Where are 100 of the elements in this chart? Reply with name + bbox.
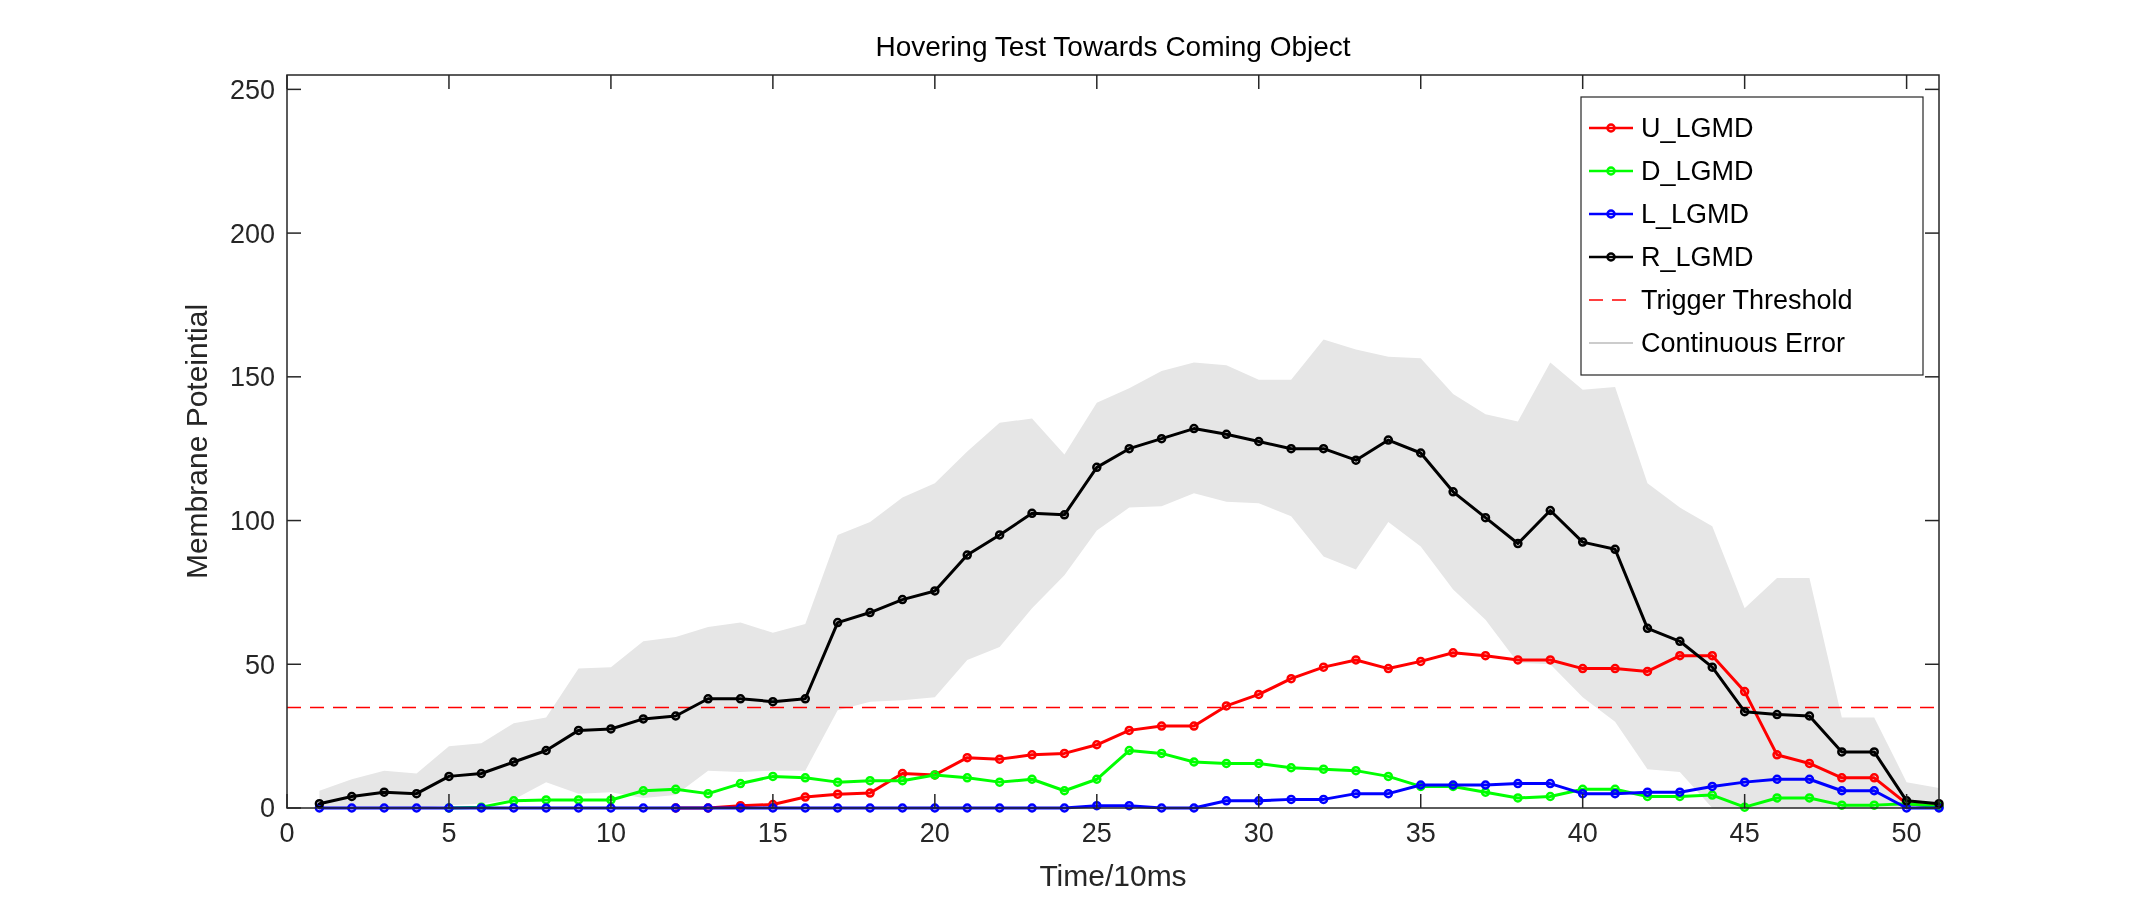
point (1513, 538, 1523, 549)
point (930, 803, 940, 813)
x-tick-label: 0 (279, 818, 295, 848)
chart-title: Hovering Test Towards Coming Object (875, 31, 1351, 62)
point (1739, 686, 1750, 697)
point (1059, 786, 1070, 796)
point (1707, 790, 1717, 800)
point (1739, 777, 1750, 787)
point (1189, 423, 1199, 434)
point (1351, 765, 1361, 776)
x-tick-label: 5 (441, 818, 457, 848)
point (1675, 650, 1685, 661)
point (1448, 487, 1458, 497)
x-tick-label: 10 (595, 818, 626, 848)
point (962, 803, 972, 813)
point (541, 745, 551, 756)
point (1642, 623, 1653, 634)
y-tick-label: 150 (229, 362, 275, 393)
point (638, 714, 649, 724)
point (1804, 711, 1815, 721)
point (800, 803, 811, 813)
point (1707, 662, 1717, 672)
point (1059, 510, 1070, 520)
annotation: Continuous Error (1641, 328, 1846, 359)
point (1707, 650, 1717, 661)
point (573, 725, 584, 736)
x-tick-label: 40 (1567, 818, 1598, 848)
point (606, 724, 616, 734)
point (1124, 800, 1134, 811)
point (1351, 455, 1361, 465)
point (930, 586, 940, 596)
point (1351, 788, 1361, 799)
point (735, 694, 746, 704)
point (411, 788, 422, 799)
point (638, 786, 649, 796)
point (865, 788, 875, 798)
point (1221, 701, 1232, 711)
point (1577, 537, 1588, 547)
point (1577, 663, 1588, 674)
point (1254, 796, 1264, 806)
point (1610, 663, 1620, 674)
legend-label: Trigger Threshold (1641, 285, 1853, 316)
point (1901, 803, 1912, 813)
point (962, 752, 972, 763)
point (1027, 508, 1037, 519)
x-tick-label: 25 (1081, 818, 1112, 848)
point (1124, 443, 1134, 454)
point (1545, 655, 1556, 665)
point (994, 530, 1005, 540)
point (1286, 794, 1296, 805)
point (347, 803, 357, 813)
point (541, 795, 551, 805)
point (476, 768, 487, 779)
point (1221, 429, 1232, 440)
point (1027, 750, 1037, 760)
point (800, 773, 811, 783)
legend-label: U_LGMD (1641, 113, 1754, 144)
point (1156, 803, 1167, 813)
point (314, 798, 325, 809)
point (379, 787, 389, 797)
point (1804, 758, 1815, 769)
point (800, 694, 811, 704)
point (1804, 793, 1815, 803)
point (1545, 505, 1556, 516)
point (1577, 788, 1588, 799)
point (379, 803, 389, 813)
point (1092, 462, 1102, 473)
point (897, 775, 908, 786)
point (1383, 788, 1394, 799)
point (1837, 773, 1847, 783)
point (897, 594, 908, 605)
point (606, 803, 616, 813)
point (1869, 800, 1879, 810)
point (994, 754, 1005, 764)
point (1318, 764, 1329, 774)
point (1156, 721, 1167, 731)
point (1318, 443, 1329, 454)
point (1124, 745, 1134, 756)
y-tick-label: 250 (229, 74, 275, 105)
point (994, 803, 1005, 813)
point (1675, 787, 1685, 797)
point (1480, 780, 1491, 790)
point (800, 792, 811, 802)
y-tick-label: 0 (259, 793, 275, 824)
point (670, 711, 681, 721)
point (703, 788, 713, 799)
point (1383, 771, 1394, 782)
point (509, 803, 519, 813)
point (1254, 758, 1264, 769)
point (1642, 666, 1653, 677)
point (865, 803, 875, 813)
point (1739, 706, 1750, 717)
point (1221, 758, 1232, 769)
x-axis-title: Time/10ms (1039, 859, 1187, 892)
point (1286, 443, 1296, 454)
point (1772, 793, 1782, 803)
point (1480, 650, 1491, 661)
point (1837, 747, 1847, 757)
point (865, 607, 875, 618)
point (1642, 787, 1653, 797)
